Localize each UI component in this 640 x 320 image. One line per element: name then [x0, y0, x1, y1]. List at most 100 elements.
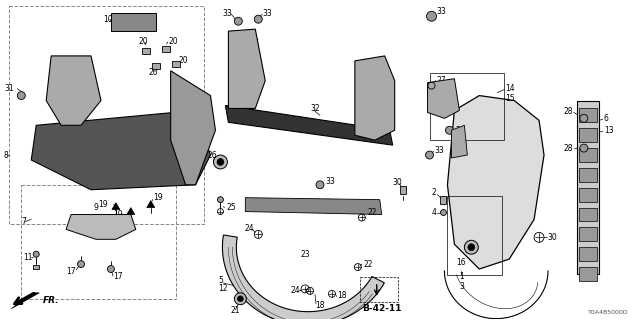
Text: 25: 25 — [227, 203, 236, 212]
Bar — [579, 247, 596, 261]
Polygon shape — [31, 110, 211, 190]
Text: 23: 23 — [300, 250, 310, 259]
Bar — [142, 48, 150, 54]
Bar — [577, 100, 599, 274]
Polygon shape — [12, 293, 39, 309]
Text: 20: 20 — [148, 68, 158, 77]
Bar — [21, 185, 175, 299]
Polygon shape — [171, 71, 216, 185]
Polygon shape — [225, 106, 393, 145]
Circle shape — [108, 266, 115, 273]
Text: 9: 9 — [93, 203, 99, 212]
Circle shape — [33, 251, 39, 257]
Text: 32: 32 — [310, 104, 319, 113]
Text: 30: 30 — [393, 178, 403, 187]
Text: 28: 28 — [563, 144, 573, 153]
Circle shape — [580, 114, 588, 122]
Text: 33: 33 — [262, 9, 272, 18]
Circle shape — [254, 15, 262, 23]
Text: 18: 18 — [315, 301, 324, 310]
Text: 15: 15 — [505, 94, 515, 103]
Polygon shape — [147, 201, 155, 208]
Text: 11: 11 — [23, 253, 33, 262]
Circle shape — [234, 17, 243, 25]
Bar — [111, 13, 156, 31]
Circle shape — [465, 240, 478, 254]
Circle shape — [214, 155, 227, 169]
Circle shape — [77, 260, 84, 268]
Text: 21: 21 — [230, 306, 240, 315]
Polygon shape — [223, 235, 385, 320]
Bar — [172, 61, 180, 67]
Text: 33: 33 — [435, 146, 444, 155]
Bar — [447, 196, 502, 275]
Text: 4: 4 — [431, 208, 436, 217]
Polygon shape — [355, 56, 395, 140]
Text: 30: 30 — [547, 233, 557, 242]
Circle shape — [17, 92, 26, 100]
Circle shape — [237, 296, 243, 302]
Text: 19: 19 — [98, 200, 108, 209]
Circle shape — [426, 11, 436, 21]
Circle shape — [234, 293, 246, 305]
Text: 33: 33 — [223, 9, 232, 18]
Text: 28: 28 — [563, 107, 573, 116]
Text: 31: 31 — [4, 84, 14, 93]
Text: 20: 20 — [139, 36, 148, 45]
Text: 20: 20 — [179, 56, 188, 65]
Polygon shape — [127, 208, 135, 214]
Polygon shape — [46, 56, 101, 125]
Text: 26: 26 — [207, 150, 217, 160]
Polygon shape — [447, 96, 544, 269]
Polygon shape — [66, 214, 136, 239]
Bar — [360, 277, 397, 302]
Bar — [579, 108, 596, 122]
Text: 33: 33 — [325, 177, 335, 186]
Bar — [579, 208, 596, 221]
Text: 3: 3 — [459, 282, 464, 292]
Bar — [33, 265, 39, 269]
Circle shape — [440, 210, 447, 215]
Text: 14: 14 — [505, 84, 515, 93]
Bar — [579, 188, 596, 202]
Circle shape — [217, 158, 224, 165]
Text: 2: 2 — [431, 188, 436, 197]
Text: 24: 24 — [290, 286, 300, 295]
Circle shape — [445, 126, 453, 134]
Bar — [399, 186, 406, 194]
Text: 1: 1 — [459, 272, 464, 282]
Circle shape — [468, 244, 475, 251]
Text: FR.: FR. — [44, 296, 60, 305]
Bar — [162, 46, 170, 52]
Polygon shape — [112, 203, 120, 210]
Text: 5: 5 — [218, 276, 223, 285]
Text: 8: 8 — [3, 150, 8, 160]
Text: 7: 7 — [21, 217, 26, 226]
Circle shape — [426, 151, 433, 159]
Text: 22: 22 — [364, 260, 373, 268]
Text: 16: 16 — [456, 258, 466, 267]
Text: 18: 18 — [337, 291, 346, 300]
Bar — [429, 73, 504, 140]
Bar — [152, 63, 160, 69]
Text: 29: 29 — [456, 126, 465, 135]
Text: 6: 6 — [604, 114, 609, 123]
Bar — [579, 128, 596, 142]
Polygon shape — [451, 125, 467, 158]
Circle shape — [580, 144, 588, 152]
Text: 12: 12 — [218, 284, 228, 293]
Bar — [579, 228, 596, 241]
Text: 33: 33 — [436, 7, 446, 16]
Text: 13: 13 — [604, 126, 613, 135]
Text: 27: 27 — [436, 76, 446, 85]
Text: 22: 22 — [368, 208, 378, 217]
Circle shape — [316, 181, 324, 189]
Text: 24: 24 — [244, 224, 254, 233]
Text: 19: 19 — [113, 210, 122, 219]
Bar — [579, 267, 596, 281]
Bar — [579, 168, 596, 182]
Bar — [10, 6, 204, 224]
Text: 17: 17 — [66, 267, 76, 276]
Polygon shape — [228, 29, 265, 108]
Polygon shape — [245, 198, 381, 214]
